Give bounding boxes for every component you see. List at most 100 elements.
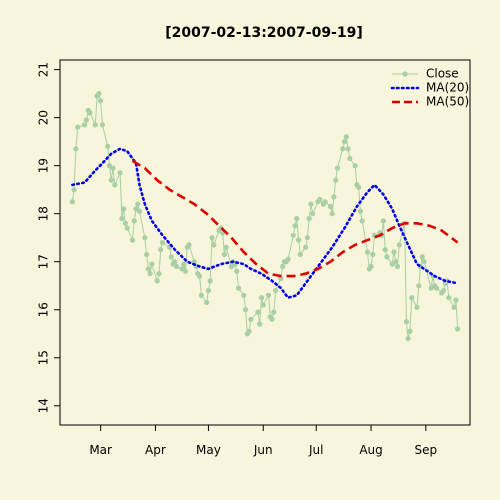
close-point (257, 321, 263, 327)
close-point (243, 307, 249, 313)
close-point (119, 215, 125, 222)
close-point (75, 124, 81, 130)
close-point (142, 235, 148, 241)
close-point (205, 287, 211, 294)
close-point (269, 316, 275, 322)
close-point (129, 237, 136, 243)
close-point (394, 263, 401, 270)
close-point (356, 184, 362, 190)
close-point (440, 287, 447, 294)
x-tick-label: Apr (145, 443, 166, 457)
close-point (341, 139, 348, 145)
close-point (455, 326, 461, 332)
close-point (209, 235, 215, 241)
x-tick-label: Mar (89, 443, 112, 457)
close-point (334, 165, 341, 171)
close-point (294, 215, 300, 222)
close-point (117, 170, 123, 176)
close-point (393, 259, 399, 265)
y-tick-label: 21 (37, 62, 51, 77)
close-point (223, 244, 229, 250)
close-point (172, 259, 178, 265)
x-tick-label: Jul (308, 443, 323, 457)
close-point (352, 163, 358, 169)
close-point (98, 98, 104, 104)
close-point (310, 211, 316, 217)
close-point (135, 201, 141, 207)
series-layer (69, 91, 461, 342)
close-point (122, 220, 128, 226)
close-point (96, 91, 102, 97)
close-point (69, 199, 75, 205)
close-point (391, 249, 397, 255)
close-point (308, 201, 314, 207)
close-point (347, 155, 353, 162)
close-point (168, 254, 174, 260)
y-tick-label: 20 (37, 110, 51, 125)
close-point (246, 328, 252, 334)
chart-title: [2007-02-13:2007-09-19] (165, 25, 363, 41)
close-point (368, 263, 374, 270)
close-point (409, 295, 415, 301)
close-point (333, 177, 339, 183)
close-point (207, 278, 213, 284)
y-tick-label: 18 (37, 206, 51, 221)
close-point (303, 244, 309, 250)
series-line-3 (131, 159, 459, 278)
close-point (416, 283, 422, 289)
close-point (331, 194, 337, 200)
close-point (158, 247, 164, 253)
close-point (322, 199, 328, 205)
series-line-2 (71, 147, 459, 300)
close-point (71, 187, 77, 193)
close-point (121, 206, 127, 212)
y-tick-label: 16 (37, 302, 51, 317)
close-point (186, 242, 192, 248)
close-point (407, 328, 413, 334)
close-point (149, 261, 155, 267)
close-point (357, 208, 363, 214)
close-point (99, 122, 105, 128)
close-point (211, 242, 217, 248)
close-point (280, 263, 286, 270)
close-point (156, 271, 162, 277)
close-point (144, 251, 150, 258)
legend-label-3: MA(50) (426, 95, 469, 109)
y-tick-label: 17 (37, 254, 51, 269)
close-point (327, 203, 333, 210)
close-point (419, 254, 425, 260)
close-point (248, 316, 254, 322)
close-point (292, 223, 298, 229)
close-point (343, 134, 349, 140)
close-point (285, 256, 291, 262)
close-point (414, 304, 420, 310)
close-point (340, 146, 346, 152)
plot-frame (59, 59, 471, 426)
close-point (306, 215, 312, 222)
close-point (329, 211, 335, 217)
x-tick-label: May (196, 443, 221, 457)
close-point (364, 249, 371, 255)
close-point (296, 237, 302, 243)
close-point (92, 122, 98, 128)
close-point (433, 285, 439, 291)
close-point (131, 218, 137, 224)
close-point (105, 143, 111, 149)
close-point (87, 110, 93, 116)
close-point (297, 251, 303, 258)
close-point (446, 295, 452, 301)
close-point (83, 117, 90, 123)
x-axis: Mar Apr May Jun Jul Aug Sep (89, 425, 437, 457)
close-point (108, 177, 114, 183)
close-point (317, 196, 323, 202)
close-point (110, 165, 116, 171)
close-point (198, 292, 204, 298)
close-point (304, 235, 310, 241)
close-point (290, 232, 296, 238)
x-tick-label: Sep (415, 443, 438, 457)
close-point (154, 278, 160, 284)
close-point (384, 254, 390, 260)
close-point (197, 273, 203, 279)
series-line-1 (71, 92, 459, 339)
close-point (147, 271, 153, 277)
